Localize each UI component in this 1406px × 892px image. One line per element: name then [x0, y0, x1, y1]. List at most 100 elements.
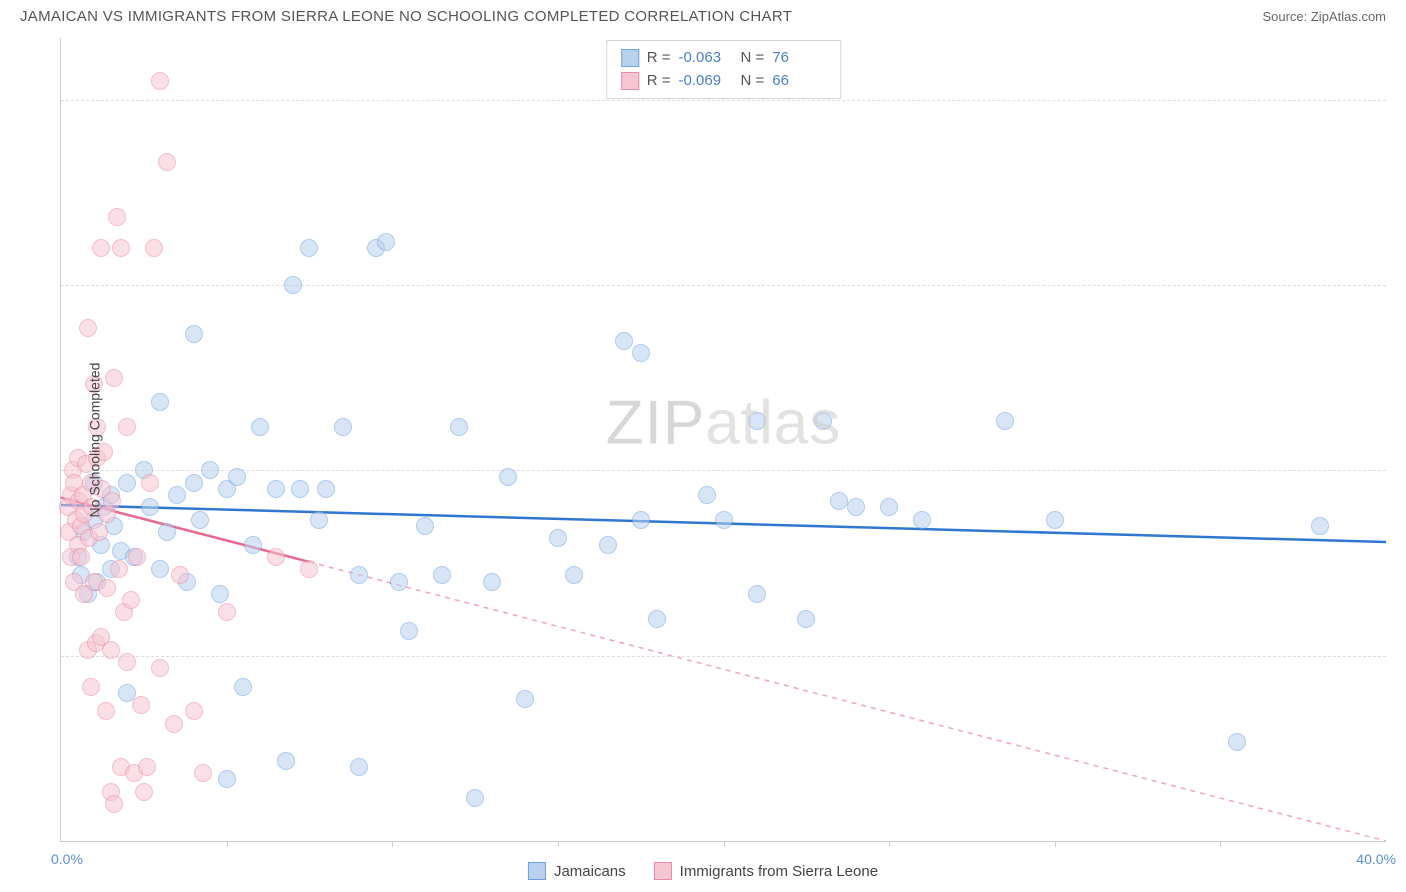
gridline: [61, 656, 1386, 657]
gridline: [61, 285, 1386, 286]
data-point: [632, 511, 650, 529]
legend-row: R = -0.063 N = 76: [621, 47, 827, 70]
data-point: [334, 418, 352, 436]
data-point: [996, 412, 1014, 430]
data-point: [128, 548, 146, 566]
x-tick-min: 0.0%: [51, 851, 83, 867]
data-point: [913, 511, 931, 529]
data-point: [82, 678, 100, 696]
x-tick-mark: [889, 841, 890, 847]
data-point: [1046, 511, 1064, 529]
data-point: [92, 239, 110, 257]
data-point: [201, 461, 219, 479]
legend-item: Immigrants from Sierra Leone: [654, 862, 878, 880]
data-point: [135, 783, 153, 801]
y-tick-label: 4.5%: [1390, 277, 1406, 293]
data-point: [814, 412, 832, 430]
data-point: [400, 622, 418, 640]
stat-n-value: 76: [772, 47, 826, 70]
data-point: [632, 344, 650, 362]
data-point: [267, 548, 285, 566]
legend-swatch: [528, 862, 546, 880]
data-point: [277, 752, 295, 770]
trend-lines: [61, 38, 1386, 841]
data-point: [317, 480, 335, 498]
x-tick-max: 40.0%: [1356, 851, 1396, 867]
x-tick-mark: [724, 841, 725, 847]
data-point: [151, 560, 169, 578]
data-point: [390, 573, 408, 591]
data-point: [251, 418, 269, 436]
data-point: [118, 418, 136, 436]
data-point: [122, 591, 140, 609]
data-point: [466, 789, 484, 807]
x-tick-mark: [1220, 841, 1221, 847]
data-point: [267, 480, 285, 498]
data-point: [615, 332, 633, 350]
data-point: [185, 474, 203, 492]
data-point: [165, 715, 183, 733]
y-axis-label: No Schooling Completed: [86, 362, 102, 517]
data-point: [105, 795, 123, 813]
data-point: [112, 239, 130, 257]
data-point: [218, 770, 236, 788]
data-point: [516, 690, 534, 708]
data-point: [185, 702, 203, 720]
legend-item: Jamaicans: [528, 862, 626, 880]
data-point: [138, 758, 156, 776]
data-point: [158, 523, 176, 541]
data-point: [97, 702, 115, 720]
data-point: [433, 566, 451, 584]
data-point: [310, 511, 328, 529]
data-point: [72, 548, 90, 566]
x-tick-mark: [227, 841, 228, 847]
data-point: [549, 529, 567, 547]
stat-r-label: R =: [647, 47, 671, 70]
data-point: [171, 566, 189, 584]
legend-label: Jamaicans: [554, 863, 626, 880]
data-point: [145, 239, 163, 257]
data-point: [141, 498, 159, 516]
data-point: [151, 659, 169, 677]
legend-label: Immigrants from Sierra Leone: [680, 863, 878, 880]
data-point: [377, 233, 395, 251]
data-point: [450, 418, 468, 436]
data-point: [1228, 733, 1246, 751]
data-point: [228, 468, 246, 486]
data-point: [797, 610, 815, 628]
data-point: [715, 511, 733, 529]
data-point: [191, 511, 209, 529]
x-tick-mark: [558, 841, 559, 847]
chart-area: 1.5%3.0%4.5%6.0% No Schooling Completed …: [60, 38, 1386, 842]
gridline: [61, 470, 1386, 471]
data-point: [211, 585, 229, 603]
data-point: [350, 566, 368, 584]
data-point: [158, 153, 176, 171]
data-point: [234, 678, 252, 696]
stat-r-value: -0.063: [679, 47, 733, 70]
legend-row: R =-0.069N =66: [621, 70, 827, 93]
data-point: [748, 585, 766, 603]
data-point: [698, 486, 716, 504]
stat-r-label: R =: [647, 70, 671, 93]
series-legend: Jamaicans Immigrants from Sierra Leone: [528, 862, 878, 880]
data-point: [90, 523, 108, 541]
data-point: [185, 325, 203, 343]
y-tick-label: 1.5%: [1390, 648, 1406, 664]
data-point: [98, 579, 116, 597]
x-tick-mark: [1055, 841, 1056, 847]
stat-n-label: N =: [741, 70, 765, 93]
data-point: [168, 486, 186, 504]
stat-r-value: -0.069: [679, 70, 733, 93]
data-point: [830, 492, 848, 510]
legend-swatch: [621, 72, 639, 90]
data-point: [880, 498, 898, 516]
data-point: [350, 758, 368, 776]
data-point: [132, 696, 150, 714]
data-point: [151, 393, 169, 411]
stat-n-label: N =: [741, 47, 765, 70]
data-point: [141, 474, 159, 492]
data-point: [291, 480, 309, 498]
data-point: [300, 239, 318, 257]
source-label: Source: ZipAtlas.com: [1262, 9, 1386, 24]
